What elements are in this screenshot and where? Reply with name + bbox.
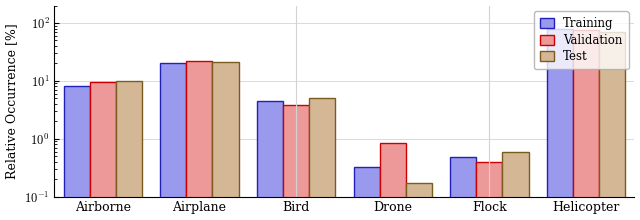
Bar [406,183,432,220]
Legend: Training, Validation, Test: Training, Validation, Test [534,11,628,69]
Bar [63,86,90,220]
Bar [547,29,573,220]
Bar [283,105,309,220]
Bar [186,61,212,220]
Bar [380,143,406,220]
Bar [476,162,502,220]
Y-axis label: Relative Occurrence [%]: Relative Occurrence [%] [6,23,19,179]
Bar [212,62,239,220]
Bar [257,101,283,220]
Bar [451,157,476,220]
Bar [90,82,116,220]
Bar [354,167,380,220]
Bar [502,152,529,220]
Bar [160,63,186,220]
Bar [599,32,625,220]
Bar [116,81,142,220]
Bar [309,98,335,220]
Bar [573,30,599,220]
